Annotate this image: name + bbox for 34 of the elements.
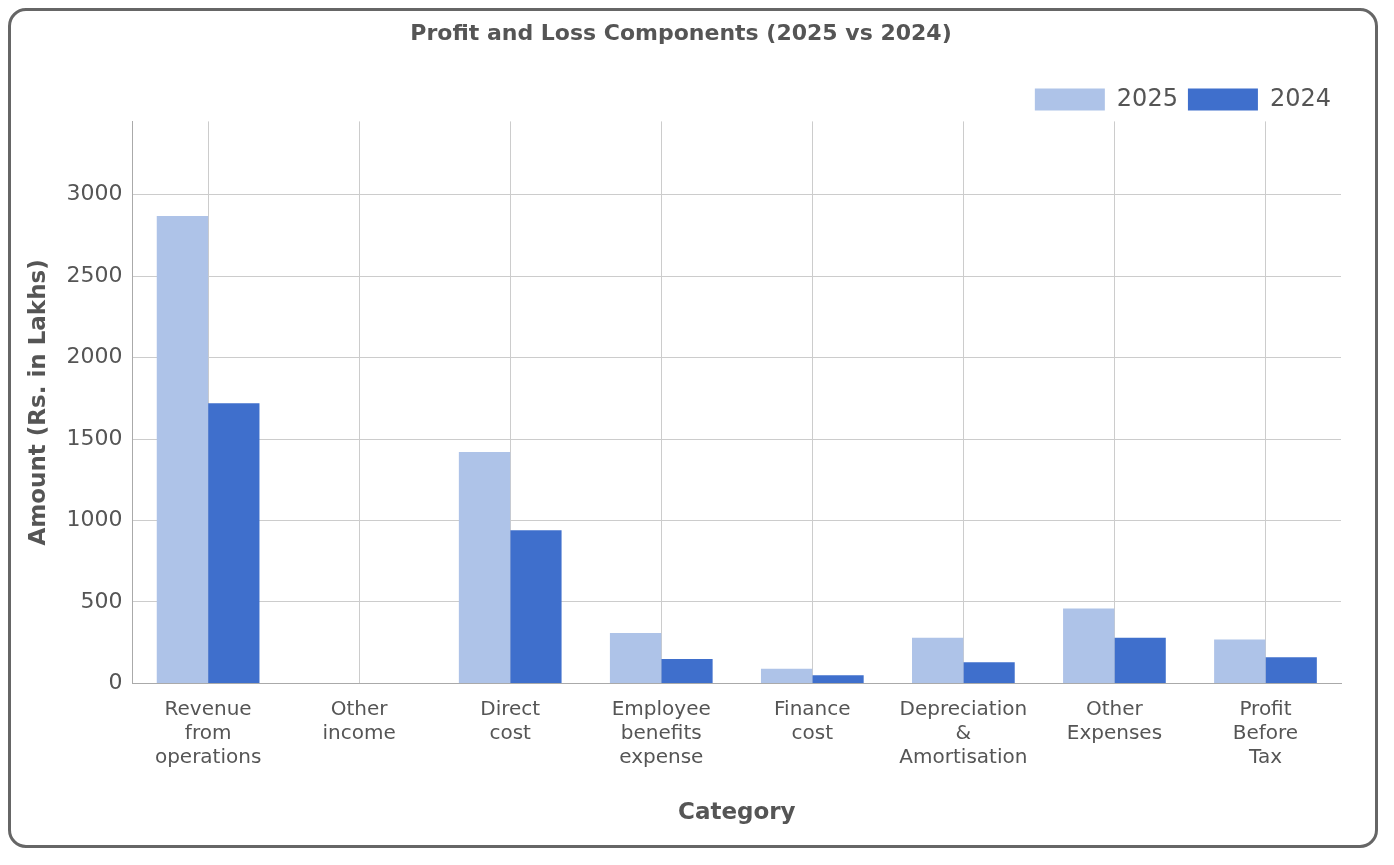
- x-axis-title: Category: [677, 798, 796, 825]
- bar: [963, 662, 1015, 683]
- x-tick-label: Employee benefits expense: [611, 695, 711, 768]
- legend-label: 2025: [1116, 83, 1178, 112]
- x-tick-label: Direct cost: [480, 695, 541, 744]
- bar: [1265, 657, 1317, 683]
- y-tick-label: 500: [80, 587, 123, 613]
- bar: [458, 452, 511, 683]
- y-axis-title: Amount (Rs. in Lakhs): [23, 259, 50, 546]
- x-tick-label: Finance cost: [774, 695, 851, 744]
- bar: [1214, 639, 1266, 683]
- y-tick-label: 2500: [66, 261, 123, 287]
- y-tick-label: 2000: [66, 343, 123, 369]
- bar: [208, 403, 260, 683]
- x-tick-label: Depreciation & Amortisation: [899, 695, 1028, 768]
- bar: [510, 530, 562, 683]
- x-tick-label: Other income: [322, 695, 396, 744]
- bar: [912, 637, 964, 683]
- x-tick-label: Other Expenses: [1066, 695, 1163, 744]
- x-tick-label: Profit Before Tax: [1232, 695, 1299, 768]
- chart-title: Profit and Loss Components (2025 vs 2024): [410, 19, 952, 45]
- x-tick-label: Revenue from operations: [154, 695, 262, 768]
- y-tick-label: 0: [108, 669, 123, 695]
- y-tick-label: 3000: [66, 180, 123, 206]
- y-tick-label: 1500: [66, 424, 123, 450]
- bar: [812, 675, 864, 683]
- legend-label: 2024: [1269, 83, 1331, 112]
- y-tick-label: 1000: [66, 506, 123, 532]
- bar: [661, 658, 713, 683]
- bar: [156, 215, 209, 683]
- bar: [609, 632, 662, 683]
- bar: [760, 668, 813, 683]
- bar: [1114, 637, 1166, 683]
- bar: [1063, 608, 1115, 683]
